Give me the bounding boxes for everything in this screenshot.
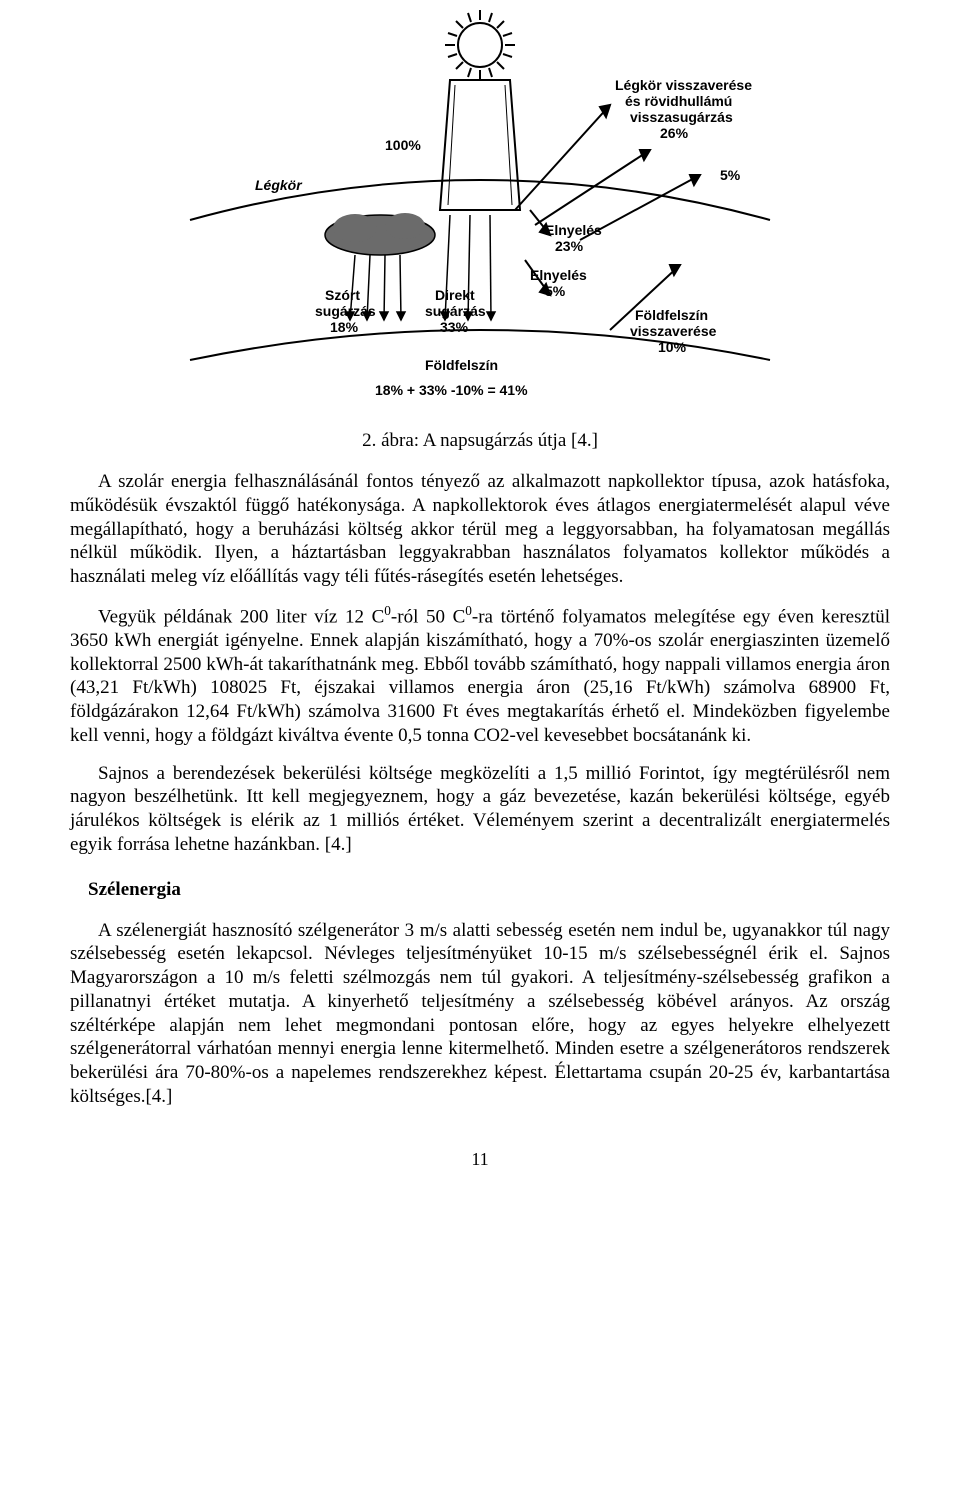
paragraph-3: Sajnos a berendezések bekerülési költség… xyxy=(70,762,890,857)
cloud-icon xyxy=(325,213,435,255)
diagram-label-5: 5% xyxy=(720,167,741,183)
paragraph-1: A szolár energia felhasználásánál fontos… xyxy=(70,470,890,589)
solar-radiation-diagram: Légkör 100% Légkör visszaverése és rövid… xyxy=(180,0,780,420)
diagram-label-vissza: Légkör visszaverése és rövidhullámú viss… xyxy=(615,77,756,141)
figure-caption: 2. ábra: A napsugárzás útja [4.] xyxy=(70,430,890,452)
diagram-label-100: 100% xyxy=(385,137,421,153)
subheading-szelenergia: Szélenergia xyxy=(88,879,890,901)
diagram-label-elny5: Elnyelés 5% xyxy=(530,267,591,299)
diagram-label-eq: 18% + 33% -10% = 41% xyxy=(375,382,528,398)
diagram-label-direkt: Direkt sugárzás 33% xyxy=(425,287,490,335)
diagram-label-legkor: Légkör xyxy=(255,177,303,193)
superscript-zero-1: 0 xyxy=(384,603,391,618)
p2b-text: -ról 50 C xyxy=(391,606,465,627)
diagram-label-szort: Szórt sugárzás 18% xyxy=(315,287,380,335)
page-number: 11 xyxy=(70,1149,890,1170)
sun-icon xyxy=(445,10,515,80)
superscript-zero-2: 0 xyxy=(465,603,472,618)
p2a-text: Vegyük példának 200 liter víz 12 C xyxy=(98,606,384,627)
diagram-label-elny23: Elnyelés 23% xyxy=(545,222,606,254)
diagram-label-foldfelszin: Földfelszín xyxy=(425,357,498,373)
paragraph-2: Vegyük példának 200 liter víz 12 C0-ról … xyxy=(70,603,890,748)
paragraph-4: A szélenergiát hasznosító szélgenerátor … xyxy=(70,919,890,1109)
